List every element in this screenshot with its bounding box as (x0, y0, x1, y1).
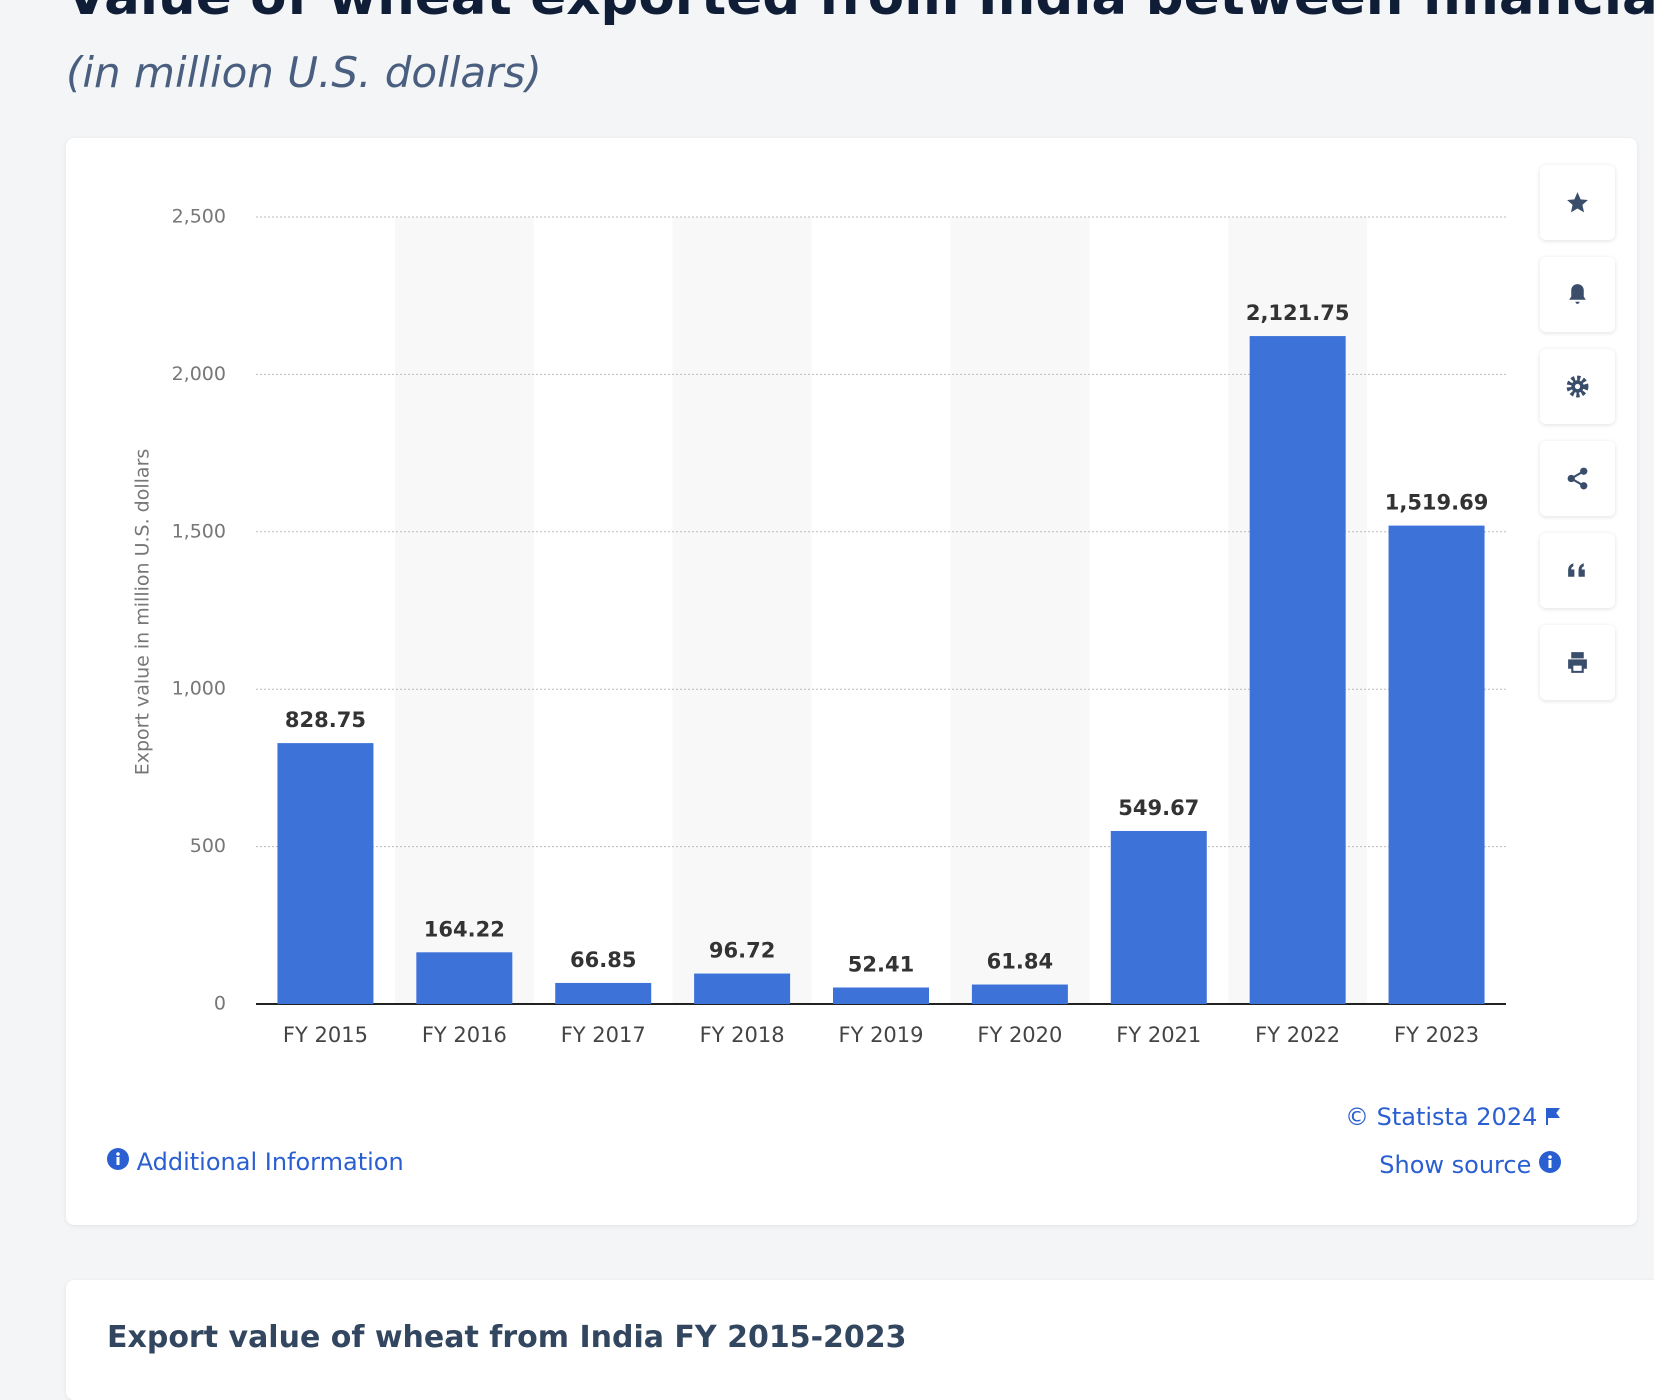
bar (1110, 830, 1207, 1004)
next-card-title: Export value of wheat from India FY 2015… (107, 1320, 907, 1355)
bar (277, 743, 374, 1004)
bar (694, 973, 791, 1004)
bar (971, 984, 1068, 1004)
chart: Export value in million U.S. dollars 0 50… (132, 206, 1506, 1047)
data-label: 549.67 (1118, 796, 1199, 820)
chart-card (66, 138, 1637, 1225)
cite-button[interactable] (1540, 533, 1615, 608)
y-tick-label: 2,000 (172, 363, 226, 385)
x-tick-label: FY 2018 (700, 1023, 785, 1047)
data-label: 52.41 (848, 953, 914, 977)
settings-button[interactable] (1540, 349, 1615, 424)
bar (833, 987, 929, 1004)
bar (1249, 336, 1346, 1004)
print-button[interactable] (1540, 625, 1615, 700)
x-tick-label: FY 2021 (1116, 1023, 1201, 1047)
band-shade (672, 217, 812, 1004)
y-axis-label: Export value in million U.S. dollars (132, 449, 154, 776)
bar (416, 952, 513, 1004)
data-label: 164.22 (424, 917, 505, 941)
x-tick-label: FY 2016 (422, 1023, 507, 1047)
y-tick-label: 1,500 (172, 520, 226, 542)
additional-info: Additional Information (136, 1148, 404, 1176)
band-shade (394, 217, 534, 1004)
page: Value of wheat exported from India betwe… (66, 0, 1654, 1400)
page-title: Value of wheat exported from India betwe… (66, 0, 1654, 27)
bar (555, 982, 652, 1004)
show-source: Show source (1379, 1151, 1532, 1179)
data-label: 2,121.75 (1246, 301, 1350, 325)
notification-button[interactable] (1540, 257, 1615, 332)
y-tick-label: 500 (190, 835, 226, 857)
y-tick-label: 2,500 (172, 206, 226, 228)
x-tick-label: FY 2023 (1394, 1023, 1479, 1047)
data-label: 66.85 (570, 948, 636, 972)
data-label: 61.84 (987, 950, 1053, 974)
x-tick-label: FY 2017 (561, 1023, 646, 1047)
data-label: 828.75 (285, 708, 366, 732)
band-shade (950, 217, 1090, 1004)
show-source-link[interactable]: Show source (1379, 1151, 1561, 1179)
x-tick-label: FY 2015 (283, 1023, 368, 1047)
data-label: 1,519.69 (1385, 491, 1489, 515)
y-tick-label: 1,000 (172, 678, 226, 700)
y-tick-label: 0 (214, 993, 226, 1015)
x-tick-label: FY 2020 (977, 1023, 1062, 1047)
subtitle: (in million U.S. dollars) (66, 48, 542, 97)
bar (1388, 525, 1485, 1004)
share-button[interactable] (1540, 441, 1615, 516)
x-tick-label: FY 2022 (1255, 1023, 1340, 1047)
additional-info-link[interactable]: Additional Information (107, 1148, 404, 1176)
copyright: © Statista 2024 (1344, 1103, 1538, 1131)
favorite-button[interactable] (1540, 165, 1615, 240)
copyright-link[interactable]: © Statista 2024 (1345, 1103, 1561, 1131)
data-label: 96.72 (709, 939, 775, 963)
x-tick-label: FY 2019 (838, 1023, 923, 1047)
